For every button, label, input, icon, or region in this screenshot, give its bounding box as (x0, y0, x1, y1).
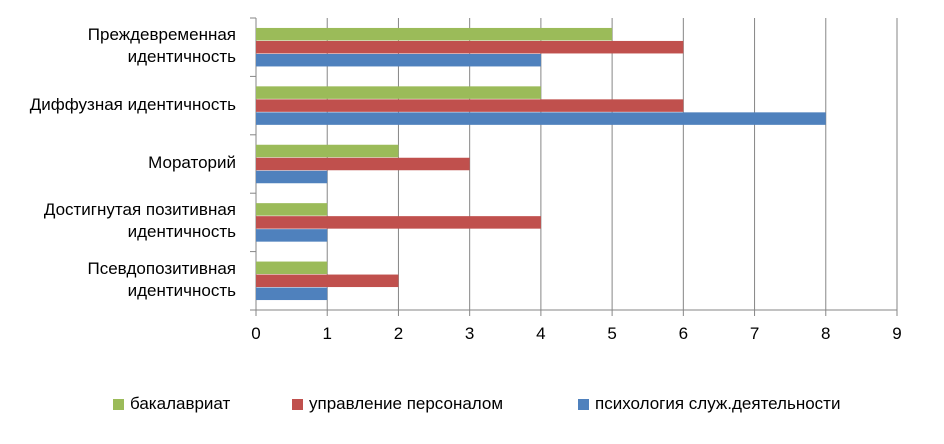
category-label: Достигнутая позитивная идентичность (43, 200, 236, 242)
category-label: Псевдопозитивная идентичность (87, 258, 236, 300)
bar (256, 53, 541, 67)
legend-swatch (292, 398, 303, 410)
x-tick-label: 2 (394, 324, 403, 343)
x-tick-label: 4 (536, 324, 545, 343)
legend-label: психология служ.деятельности (595, 394, 841, 413)
legend-swatch (113, 398, 124, 410)
bar (256, 157, 470, 171)
x-tick-label: 6 (679, 324, 688, 343)
legend: бакалавриат управление персоналом психолог… (0, 394, 944, 416)
bar (256, 170, 328, 184)
x-tick-label: 3 (465, 324, 474, 343)
category-label: Преждевременная идентичность (87, 25, 236, 67)
bar (256, 112, 826, 125)
bar (256, 287, 328, 301)
bar (256, 261, 328, 275)
bar (256, 203, 328, 216)
bar (256, 86, 541, 99)
x-tick-label: 1 (322, 324, 331, 343)
bar (256, 144, 399, 158)
legend-item: управление персоналом (292, 394, 503, 414)
x-tick-label: 7 (750, 324, 759, 343)
legend-label: бакалавриат (130, 394, 231, 413)
legend-item: психология служ.деятельности (578, 394, 840, 414)
x-tick-label: 8 (821, 324, 830, 343)
x-tick-label: 5 (607, 324, 616, 343)
bar (256, 216, 541, 229)
bar (256, 27, 613, 41)
x-tick-label: 0 (251, 324, 260, 343)
category-label: Мораторий (148, 153, 236, 172)
legend-swatch (578, 398, 589, 410)
bar (256, 99, 684, 112)
legend-label: управление персоналом (309, 394, 504, 413)
bar (256, 40, 684, 54)
bar (256, 229, 328, 242)
x-tick-label: 9 (892, 324, 901, 343)
bar (256, 274, 399, 288)
legend-item: бакалавриат (113, 394, 230, 414)
category-label: Диффузная идентичность (29, 94, 236, 114)
